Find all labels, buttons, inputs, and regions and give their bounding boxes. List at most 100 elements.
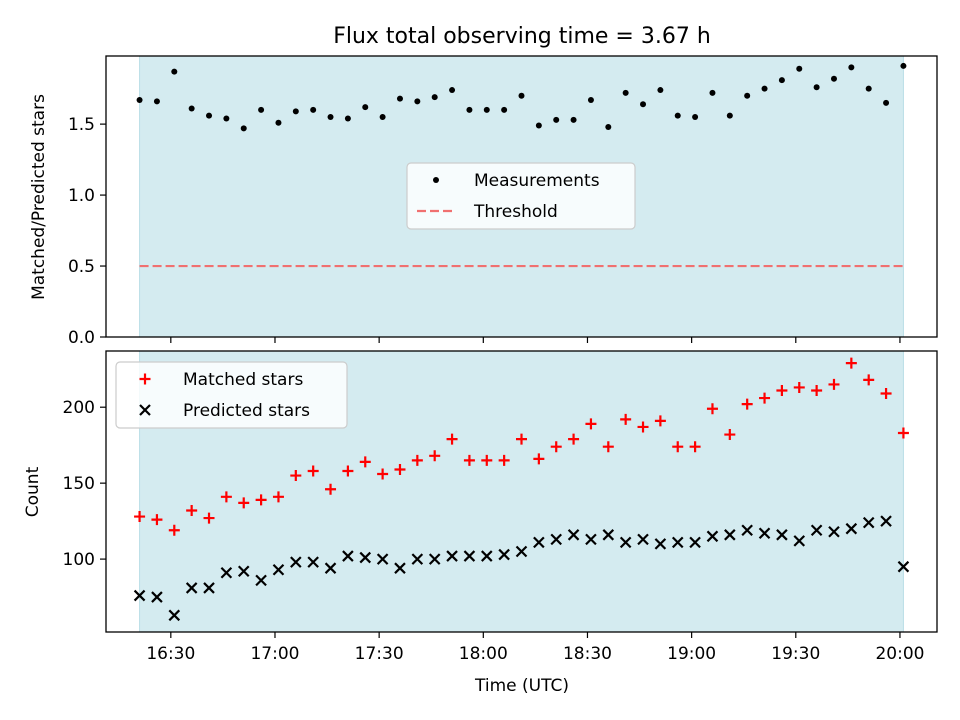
data-point-plus xyxy=(585,418,597,430)
data-point-plus xyxy=(793,381,805,393)
data-point-plus xyxy=(134,511,146,523)
data-point-dot xyxy=(414,98,421,105)
y-tick-label: 0.0 xyxy=(68,328,95,348)
data-point-x xyxy=(671,536,684,549)
data-point-dot xyxy=(692,114,699,121)
data-point-plus xyxy=(620,413,632,425)
legend: Measurements Threshold xyxy=(406,162,636,230)
data-point-dot xyxy=(900,62,907,69)
data-point-x xyxy=(463,550,476,562)
data-point-dot xyxy=(240,125,247,132)
data-point-dot xyxy=(518,92,525,99)
x-tick-label: 17:00 xyxy=(250,644,299,664)
data-point-x xyxy=(324,562,337,574)
data-point-x xyxy=(376,553,389,565)
data-point-plus xyxy=(897,427,909,439)
data-point-plus xyxy=(706,403,718,415)
legend-marker xyxy=(433,177,439,183)
plot-frame xyxy=(105,350,938,633)
data-point-plus xyxy=(186,504,198,516)
data-point-plus xyxy=(151,514,163,526)
x-tick-label: 17:30 xyxy=(355,644,404,664)
y-tick-label: 0.5 xyxy=(68,257,95,277)
top-panel: 0.0 0.5 1.0 1.5 Measurements Threshold xyxy=(68,55,938,348)
data-point-plus xyxy=(446,433,458,445)
data-point-x xyxy=(237,565,250,578)
y-tick-label: 1.5 xyxy=(68,115,95,135)
data-point-plus xyxy=(516,433,527,445)
data-point-x xyxy=(307,556,319,568)
data-point-plus xyxy=(811,384,823,396)
data-point-x xyxy=(654,538,667,550)
data-point-x xyxy=(498,548,510,561)
data-point-dot xyxy=(570,116,577,123)
data-point-plus xyxy=(238,497,250,509)
legend-box xyxy=(406,162,636,230)
data-point-dot xyxy=(136,96,143,103)
y-tick-label: 200 xyxy=(63,398,95,418)
data-point-dot xyxy=(674,112,681,119)
data-point-dot xyxy=(587,96,594,103)
data-point-plus xyxy=(863,374,875,386)
data-point-x xyxy=(637,533,649,546)
data-point-x xyxy=(845,522,858,535)
data-point-x xyxy=(550,533,562,546)
data-point-dot xyxy=(344,115,351,122)
data-point-x xyxy=(741,524,753,537)
data-point-dot xyxy=(709,89,716,96)
data-point-dot xyxy=(761,85,768,92)
data-point-dot xyxy=(813,84,820,91)
data-point-x xyxy=(689,536,701,549)
data-point-x xyxy=(515,545,528,558)
data-point-x xyxy=(724,529,736,541)
data-point-dot xyxy=(171,68,178,75)
data-point-plus xyxy=(290,470,302,482)
data-point-x xyxy=(793,535,806,547)
data-point-dot xyxy=(605,123,612,130)
plot-frame xyxy=(105,55,938,338)
data-point-dot xyxy=(449,87,456,94)
data-point-x xyxy=(185,582,198,594)
data-point-dot xyxy=(379,114,386,121)
data-point-dot xyxy=(640,101,647,108)
data-point-plus xyxy=(255,494,267,506)
data-point-dot xyxy=(657,87,664,94)
x-axis-label: Time (UTC) xyxy=(474,676,569,696)
y-tick-label: 150 xyxy=(63,474,95,494)
bottom-panel: 16:30 17:00 17:30 18:00 18:30 19:00 19:30 20:00… xyxy=(63,350,938,664)
data-point-x xyxy=(619,536,632,549)
data-point-dot xyxy=(848,64,855,71)
data-point-dot xyxy=(466,106,473,113)
data-point-x xyxy=(342,550,354,562)
data-point-dot xyxy=(535,122,542,129)
legend: Matched stars Predicted stars xyxy=(115,361,348,429)
chart-title: Flux total observing time = 3.67 h xyxy=(333,24,711,49)
legend-label: Predicted stars xyxy=(183,401,310,421)
data-point-x xyxy=(706,530,719,543)
bottom-y-axis-label: Count xyxy=(23,466,43,517)
data-point-plus xyxy=(394,463,406,475)
data-point-x xyxy=(359,551,372,564)
data-point-dot xyxy=(362,104,369,111)
data-point-plus xyxy=(533,453,545,465)
data-point-plus xyxy=(463,454,475,466)
legend-marker xyxy=(139,404,151,416)
data-point-dot xyxy=(310,106,317,113)
legend-marker xyxy=(139,373,151,385)
data-point-dot xyxy=(796,65,803,72)
data-point-plus xyxy=(168,524,180,536)
data-point-x xyxy=(168,609,181,622)
data-point-plus xyxy=(550,441,562,453)
data-point-plus xyxy=(359,456,371,468)
data-point-dot xyxy=(501,106,508,113)
data-point-dot xyxy=(188,105,195,112)
legend-label: Matched stars xyxy=(183,370,303,390)
data-point-x xyxy=(411,553,424,565)
legend-label: Measurements xyxy=(474,171,600,191)
data-point-x xyxy=(151,591,163,603)
data-point-plus xyxy=(741,398,753,410)
x-tick-label: 18:00 xyxy=(459,644,508,664)
data-point-dot xyxy=(726,112,733,119)
data-point-dot xyxy=(778,77,785,84)
